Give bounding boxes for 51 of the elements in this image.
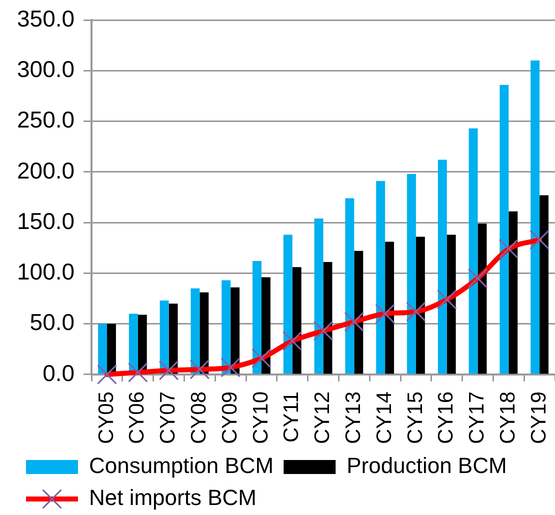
bar (168, 304, 178, 374)
x-tick-label: CY16 (434, 391, 458, 444)
x-tick-label: CY18 (496, 391, 520, 444)
x-tick-label: CY09 (218, 391, 242, 444)
y-tick-label: 50.0 (30, 309, 75, 336)
x-tick-label: CY13 (342, 391, 365, 444)
x-tick-label: CY15 (404, 391, 427, 444)
bar (540, 195, 549, 374)
x-tick-label: CY12 (311, 391, 334, 444)
x-tick-label: CY08 (187, 391, 210, 444)
bar (446, 234, 456, 374)
y-tick-label: 200.0 (16, 157, 75, 184)
bar (190, 288, 200, 374)
bar (407, 174, 416, 374)
y-tick-label: 150.0 (16, 208, 75, 234)
bar (252, 261, 262, 374)
bar (314, 218, 324, 374)
x-tick-label: CY11 (280, 391, 304, 442)
bar (508, 211, 518, 374)
bar (230, 287, 240, 374)
bar (468, 128, 478, 374)
y-tick-label: 300.0 (16, 56, 75, 82)
x-tick-label: CY05 (94, 391, 118, 444)
bar (354, 250, 364, 374)
bar (283, 234, 292, 374)
bar (222, 280, 231, 374)
bar (261, 277, 270, 374)
y-tick-label: 100.0 (16, 258, 75, 285)
x-tick-label: CY17 (466, 391, 489, 444)
x-tick-label: CY14 (372, 391, 396, 444)
bar (500, 84, 509, 374)
y-tick-label: 0.0 (42, 360, 75, 386)
y-tick-label: 250.0 (16, 106, 75, 133)
bar (438, 160, 447, 374)
x-tick-label: CY06 (126, 391, 149, 444)
x-tick-label: CY10 (249, 391, 272, 444)
x-tick-label: CY19 (527, 391, 550, 444)
legend-label: Production BCM (346, 453, 507, 478)
bar (98, 324, 108, 374)
legend-label: Net imports BCM (89, 485, 256, 510)
bar (530, 60, 540, 374)
bar (376, 181, 386, 374)
bar (416, 236, 425, 374)
bar (292, 267, 302, 374)
bar (107, 324, 116, 374)
bar (200, 292, 209, 374)
x-tick-label: CY07 (156, 391, 180, 444)
bar (345, 198, 354, 374)
y-tick-label: 350.0 (16, 5, 75, 32)
bar (385, 242, 394, 374)
legend-label: Consumption BCM (89, 453, 274, 478)
